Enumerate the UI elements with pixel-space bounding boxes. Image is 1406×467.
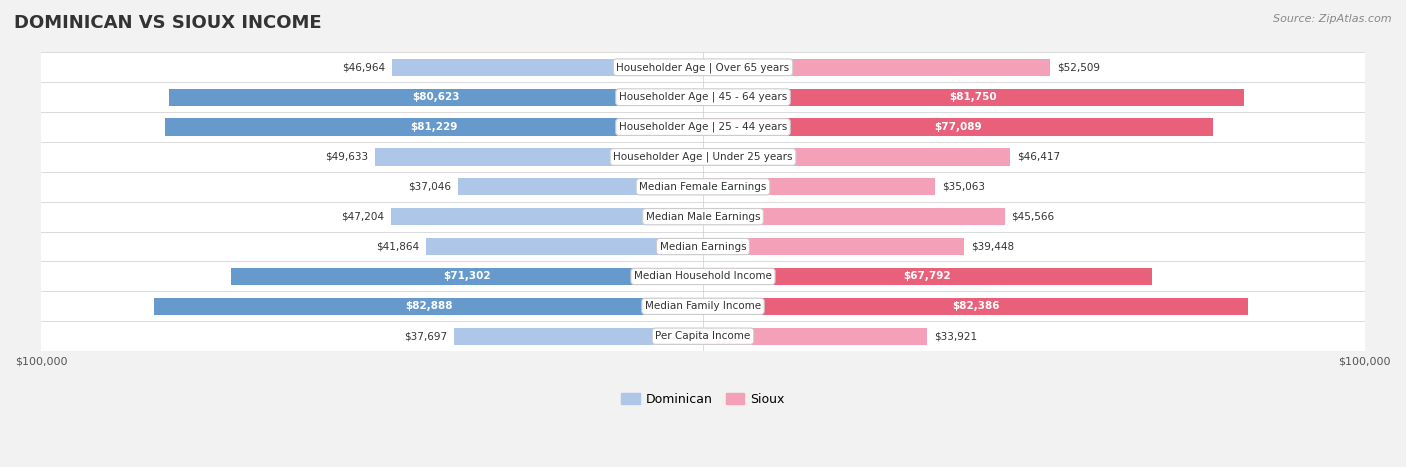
Bar — [703, 59, 1050, 76]
Text: $33,921: $33,921 — [934, 331, 977, 341]
Text: Median Earnings: Median Earnings — [659, 241, 747, 252]
Text: Householder Age | 25 - 44 years: Householder Age | 25 - 44 years — [619, 122, 787, 132]
Text: $82,888: $82,888 — [405, 301, 453, 311]
Bar — [374, 148, 703, 166]
Bar — [703, 327, 928, 345]
Text: $71,302: $71,302 — [443, 271, 491, 282]
Text: $46,964: $46,964 — [343, 62, 385, 72]
Legend: Dominican, Sioux: Dominican, Sioux — [616, 388, 790, 410]
Bar — [703, 89, 1244, 106]
Bar — [155, 297, 703, 315]
Bar — [454, 327, 703, 345]
Text: Median Male Earnings: Median Male Earnings — [645, 212, 761, 222]
Bar — [41, 82, 1365, 112]
Bar — [231, 268, 703, 285]
Text: $49,633: $49,633 — [325, 152, 368, 162]
Text: Householder Age | 45 - 64 years: Householder Age | 45 - 64 years — [619, 92, 787, 102]
Bar — [41, 232, 1365, 262]
Bar — [458, 178, 703, 196]
Text: $45,566: $45,566 — [1011, 212, 1054, 222]
Text: $39,448: $39,448 — [970, 241, 1014, 252]
Text: Median Female Earnings: Median Female Earnings — [640, 182, 766, 192]
Text: $67,792: $67,792 — [904, 271, 950, 282]
Text: $80,623: $80,623 — [412, 92, 460, 102]
Bar — [41, 172, 1365, 202]
Bar — [703, 148, 1010, 166]
Text: $81,229: $81,229 — [411, 122, 458, 132]
Text: $81,750: $81,750 — [949, 92, 997, 102]
Text: $37,046: $37,046 — [408, 182, 451, 192]
Bar — [703, 297, 1249, 315]
Text: Per Capita Income: Per Capita Income — [655, 331, 751, 341]
Bar — [41, 112, 1365, 142]
Bar — [703, 178, 935, 196]
Bar — [703, 208, 1004, 226]
Text: $52,509: $52,509 — [1057, 62, 1099, 72]
Bar — [703, 268, 1152, 285]
Bar — [392, 59, 703, 76]
Bar — [170, 89, 703, 106]
Bar — [166, 119, 703, 136]
Text: Householder Age | Over 65 years: Householder Age | Over 65 years — [616, 62, 790, 72]
Text: Householder Age | Under 25 years: Householder Age | Under 25 years — [613, 152, 793, 162]
Text: $77,089: $77,089 — [934, 122, 981, 132]
Bar — [41, 202, 1365, 232]
Bar — [41, 321, 1365, 351]
Bar — [703, 238, 965, 255]
Text: $41,864: $41,864 — [377, 241, 419, 252]
Bar — [41, 52, 1365, 82]
Bar — [41, 291, 1365, 321]
Text: $35,063: $35,063 — [942, 182, 984, 192]
Text: $46,417: $46,417 — [1017, 152, 1060, 162]
Bar — [703, 119, 1213, 136]
Text: Median Household Income: Median Household Income — [634, 271, 772, 282]
Bar — [426, 238, 703, 255]
Text: $82,386: $82,386 — [952, 301, 1000, 311]
Text: $37,697: $37,697 — [404, 331, 447, 341]
Text: Median Family Income: Median Family Income — [645, 301, 761, 311]
Bar — [41, 142, 1365, 172]
Text: $47,204: $47,204 — [342, 212, 384, 222]
Bar — [391, 208, 703, 226]
Bar — [41, 262, 1365, 291]
Text: Source: ZipAtlas.com: Source: ZipAtlas.com — [1274, 14, 1392, 24]
Text: DOMINICAN VS SIOUX INCOME: DOMINICAN VS SIOUX INCOME — [14, 14, 322, 32]
